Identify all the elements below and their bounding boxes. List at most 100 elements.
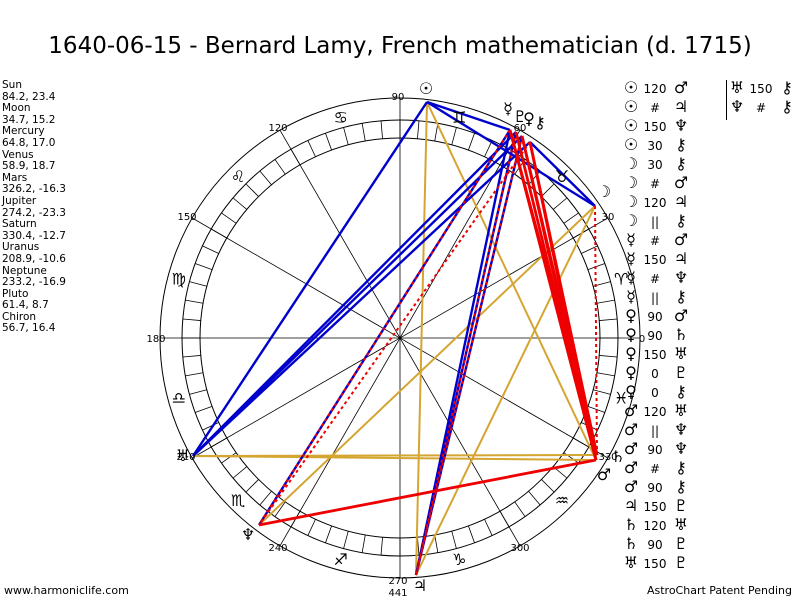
- ring-tick: [528, 170, 541, 186]
- zodiac-sign: ♓: [614, 388, 628, 407]
- planet-glyph: ♂: [623, 477, 639, 496]
- ring-tick: [245, 479, 259, 493]
- ring-tick: [259, 490, 272, 506]
- footer-patent: AstroChart Patent Pending: [646, 584, 792, 597]
- ring-tick: [434, 534, 439, 553]
- bottom-value: 441: [388, 588, 407, 599]
- aspect-type: #: [649, 272, 661, 286]
- aspect-row: ♅ 150 ♇: [623, 553, 691, 572]
- aspect-type: 150: [643, 120, 667, 134]
- planet-glyph: ⚷: [675, 477, 687, 496]
- zodiac-sign: ♉: [555, 167, 569, 186]
- planet-name: Moon: [2, 102, 31, 115]
- degree-label: 210: [176, 452, 195, 463]
- planet-glyph: ♅: [729, 78, 745, 97]
- ring-tick: [563, 212, 579, 224]
- aspect-type: 0: [651, 367, 659, 381]
- footer-website[interactable]: www.harmoniclife.com: [4, 584, 129, 597]
- ring-tick: [380, 537, 383, 556]
- ring-tick: [514, 501, 526, 517]
- degree-label: 90: [392, 92, 405, 103]
- ring-tick: [274, 159, 286, 175]
- planet-name: Venus: [2, 148, 34, 161]
- ring-tick: [274, 501, 286, 517]
- aspect-line: [258, 205, 596, 526]
- aspect-row: ♃ 150 ♇: [623, 496, 691, 515]
- aspect-line: [192, 141, 531, 457]
- aspect-type: 120: [643, 519, 667, 533]
- planet-coords: 56.7, 16.4: [2, 322, 56, 335]
- aspect-line: [192, 135, 523, 457]
- planet-glyph: ♂: [673, 306, 689, 325]
- planet-coords: 58.9, 18.7: [2, 160, 56, 173]
- ring-tick: [361, 123, 366, 142]
- planet-glyph: ♄: [673, 325, 689, 344]
- aspect-type: 90: [647, 538, 663, 552]
- planet-glyph: ☽: [623, 173, 639, 192]
- aspect-type: 120: [643, 196, 667, 210]
- ring-tick: [434, 123, 439, 142]
- ring-tick: [541, 183, 555, 197]
- ring-tick: [325, 133, 332, 151]
- planet-name: Chiron: [2, 310, 37, 323]
- planet-glyph: ☿: [626, 249, 636, 268]
- planet-name: Pluto: [2, 287, 29, 300]
- planet-glyph: ♆: [673, 439, 689, 458]
- planet-coords: 34.7, 15.2: [2, 113, 56, 126]
- aspect-type: #: [649, 177, 661, 191]
- planet-glyph: ⚷: [781, 78, 793, 97]
- planet-coords: 330.4, -12.7: [2, 229, 66, 242]
- planet-glyph: ⚷: [675, 211, 687, 230]
- ring-tick: [245, 183, 259, 197]
- planet-glyph: ♄: [623, 515, 639, 534]
- planet-coords: 233.2, -16.9: [2, 276, 66, 289]
- planet-glyph-wheel: ♅: [176, 446, 190, 465]
- aspect-type: ||: [650, 215, 660, 229]
- planet-coords: 84.2, 23.4: [2, 90, 56, 103]
- degree-label: 60: [514, 123, 527, 134]
- aspect-column-divider: [726, 80, 727, 120]
- ring-tick: [221, 452, 237, 464]
- aspect-row: ♆ # ⚷: [729, 97, 797, 116]
- ring-tick: [599, 318, 618, 321]
- ring-tick: [182, 318, 201, 321]
- aspect-row: ♂ 90 ⚷: [623, 477, 691, 496]
- planet-name: Mars: [2, 171, 28, 184]
- aspect-line: [426, 100, 511, 132]
- planet-name: Neptune: [2, 264, 47, 277]
- aspect-type: 120: [643, 82, 667, 96]
- planet-coords: 61.4, 8.7: [2, 299, 49, 312]
- aspect-type: #: [755, 101, 767, 115]
- degree-label: 240: [268, 543, 287, 554]
- planet-glyph: ♂: [623, 420, 639, 439]
- planet-glyph: ☉: [623, 97, 639, 116]
- planet-glyph: ⚷: [675, 287, 687, 306]
- ring-tick: [380, 120, 383, 139]
- planet-glyph: ♂: [673, 78, 689, 97]
- zodiac-sign: ♍: [172, 270, 186, 289]
- ring-tick: [361, 534, 366, 553]
- planet-glyph: ☉: [623, 135, 639, 154]
- planet-glyph-wheel: ☉: [419, 79, 433, 98]
- ring-tick: [552, 197, 568, 210]
- aspect-row: ☽ || ⚷: [623, 211, 691, 230]
- ring-tick: [195, 406, 213, 413]
- ring-tick: [343, 127, 349, 145]
- ring-tick: [343, 531, 349, 549]
- planet-glyph: ☉: [623, 78, 639, 97]
- aspect-type: 120: [643, 405, 667, 419]
- aspect-row: ☿ 150 ♃: [623, 249, 691, 268]
- aspect-line: [258, 129, 511, 526]
- planet-name: Uranus: [2, 241, 40, 254]
- ring-tick: [417, 120, 420, 139]
- zodiac-sign: ♒: [555, 491, 569, 510]
- ring-tick: [202, 245, 219, 254]
- planet-glyph: ♀: [625, 344, 637, 363]
- aspect-row: ♀ 0 ♇: [623, 363, 691, 382]
- ring-tick: [185, 372, 204, 377]
- degree-label: 150: [177, 212, 196, 223]
- planet-name: Jupiter: [2, 194, 37, 207]
- ring-tick: [581, 245, 598, 254]
- ring-tick: [221, 212, 237, 224]
